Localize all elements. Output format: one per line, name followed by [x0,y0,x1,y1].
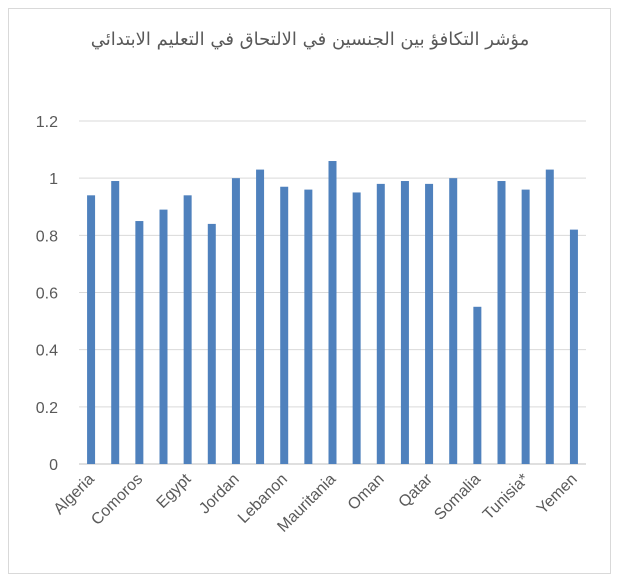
x-tick-label: Oman [345,471,388,514]
x-tick-label: Algeria [51,471,98,518]
bar [400,181,409,464]
y-tick-label: 0 [49,457,58,474]
x-tick-label: Qatar [396,470,437,511]
bar [473,306,482,464]
bar [449,178,458,465]
bar [111,181,120,464]
bar [376,183,385,464]
y-tick-label: 1.2 [36,114,58,131]
bar [231,178,240,465]
bar [183,195,192,464]
x-tick-label: Jordan [196,471,243,518]
y-axis-ticks: 0 0.2 0.4 0.6 0.8 1 1.2 [36,114,58,474]
bar [352,192,361,464]
bar [159,209,168,464]
x-tick-label: Tunisia* [480,471,532,523]
bar [521,189,530,464]
bar [425,183,434,464]
x-tick-label: Yemen [534,471,581,518]
bar [497,181,506,464]
bar [328,161,337,464]
bar [256,169,265,464]
bars [87,161,578,465]
bar [545,169,554,464]
x-tick-label: Somalia [431,471,484,524]
bar [207,223,216,464]
y-tick-label: 0.8 [36,228,58,245]
chart-title: مؤشر التكافؤ بين الجنسين في الالتحاق في … [90,29,530,50]
bar [135,221,144,464]
x-tick-label: Comoros [88,471,146,529]
x-tick-label: Egypt [154,470,195,511]
bar [569,229,578,464]
y-tick-label: 0.4 [36,343,58,360]
y-tick-label: 0.6 [36,286,58,303]
y-tick-label: 1 [49,171,58,188]
y-tick-label: 0.2 [36,400,58,417]
bar [87,195,96,464]
bar [280,186,289,465]
bar [304,189,313,464]
